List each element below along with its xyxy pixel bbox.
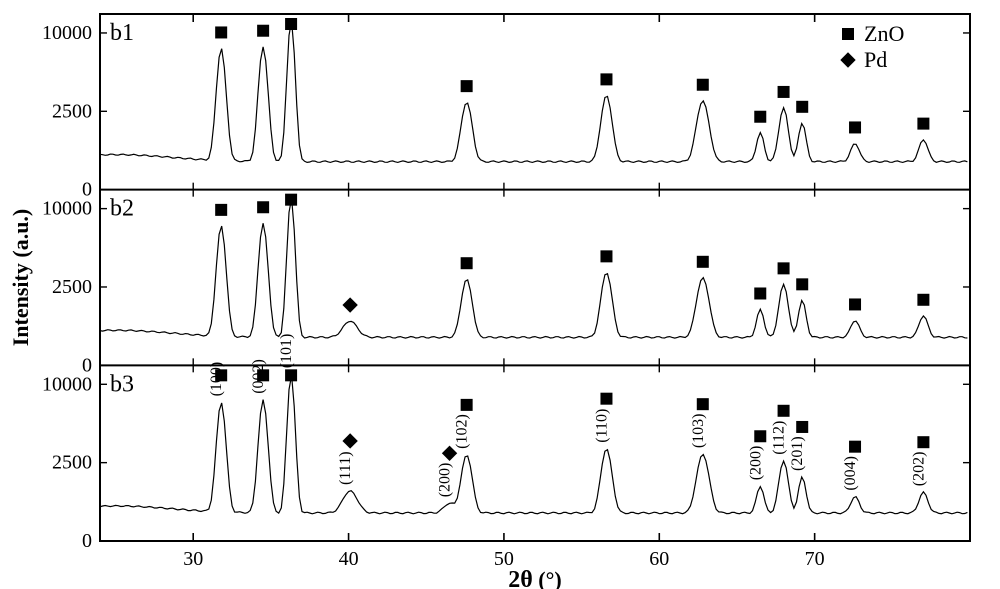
zno-marker-icon bbox=[697, 79, 709, 91]
panel-label-b1: b1 bbox=[110, 20, 134, 46]
miller-index: (102) bbox=[454, 414, 471, 449]
xrd-trace-b3 bbox=[100, 375, 967, 514]
zno-marker-icon bbox=[849, 121, 861, 133]
zno-marker-icon bbox=[917, 436, 929, 448]
zno-marker-icon bbox=[600, 393, 612, 405]
zno-marker-icon bbox=[600, 250, 612, 262]
zno-marker-icon bbox=[778, 262, 790, 274]
xrd-svg: b10250010000b20250010000(100)(002)(101)(… bbox=[0, 0, 1000, 589]
miller-index: (004) bbox=[842, 456, 859, 491]
miller-index: (002) bbox=[250, 359, 267, 394]
y-tick-label: 2500 bbox=[52, 452, 92, 474]
zno-marker-icon bbox=[600, 73, 612, 85]
zno-marker-icon bbox=[778, 405, 790, 417]
zno-marker-icon bbox=[754, 111, 766, 123]
xrd-trace-b1 bbox=[100, 21, 967, 163]
x-axis-label: 2θ (°) bbox=[508, 567, 561, 589]
zno-marker-icon bbox=[461, 80, 473, 92]
zno-marker-icon bbox=[461, 399, 473, 411]
zno-marker-icon bbox=[796, 278, 808, 290]
plot-frame bbox=[100, 14, 970, 541]
x-tick-label: 30 bbox=[183, 548, 203, 570]
zno-marker-icon bbox=[461, 257, 473, 269]
zno-marker-icon bbox=[842, 28, 854, 40]
y-tick-label: 10000 bbox=[42, 373, 92, 395]
pd-marker-icon bbox=[840, 52, 855, 67]
zno-marker-icon bbox=[285, 194, 297, 206]
y-axis-label: Intensity (a.u.) bbox=[8, 209, 33, 347]
xrd-trace-b2 bbox=[100, 198, 967, 338]
zno-marker-icon bbox=[796, 101, 808, 113]
y-tick-label: 0 bbox=[82, 530, 92, 552]
zno-marker-icon bbox=[215, 204, 227, 216]
miller-index: (100) bbox=[208, 362, 225, 397]
pd-marker-icon bbox=[342, 297, 357, 312]
miller-index: (103) bbox=[690, 414, 707, 449]
miller-index: (200) bbox=[747, 446, 764, 481]
zno-marker-icon bbox=[778, 86, 790, 98]
pd-marker-icon bbox=[342, 433, 357, 448]
y-tick-label: 2500 bbox=[52, 276, 92, 298]
miller-index: (111) bbox=[337, 451, 354, 484]
xrd-figure: b10250010000b20250010000(100)(002)(101)(… bbox=[0, 0, 1000, 589]
zno-marker-icon bbox=[257, 201, 269, 213]
y-tick-label: 10000 bbox=[42, 198, 92, 220]
zno-marker-icon bbox=[754, 287, 766, 299]
zno-marker-icon bbox=[917, 118, 929, 130]
zno-marker-icon bbox=[917, 294, 929, 306]
x-tick-label: 70 bbox=[805, 548, 825, 570]
zno-marker-icon bbox=[754, 430, 766, 442]
panel-label-b2: b2 bbox=[110, 196, 134, 222]
zno-marker-icon bbox=[215, 26, 227, 38]
miller-index: (112) bbox=[771, 421, 788, 455]
y-tick-label: 10000 bbox=[42, 22, 92, 44]
zno-marker-icon bbox=[796, 421, 808, 433]
miller-index: (201) bbox=[789, 436, 806, 471]
miller-index: (200) bbox=[437, 463, 454, 498]
zno-marker-icon bbox=[697, 256, 709, 268]
zno-marker-icon bbox=[697, 398, 709, 410]
legend-label: ZnO bbox=[864, 21, 904, 46]
zno-marker-icon bbox=[285, 369, 297, 381]
zno-marker-icon bbox=[285, 18, 297, 30]
x-tick-label: 40 bbox=[339, 548, 359, 570]
legend-label: Pd bbox=[864, 47, 887, 72]
panel-label-b3: b3 bbox=[110, 371, 134, 397]
zno-marker-icon bbox=[849, 441, 861, 453]
zno-marker-icon bbox=[257, 25, 269, 37]
miller-index: (101) bbox=[278, 334, 295, 369]
miller-index: (202) bbox=[910, 452, 927, 487]
y-tick-label: 2500 bbox=[52, 100, 92, 122]
zno-marker-icon bbox=[849, 298, 861, 310]
miller-index: (110) bbox=[593, 409, 610, 443]
x-tick-label: 60 bbox=[649, 548, 669, 570]
